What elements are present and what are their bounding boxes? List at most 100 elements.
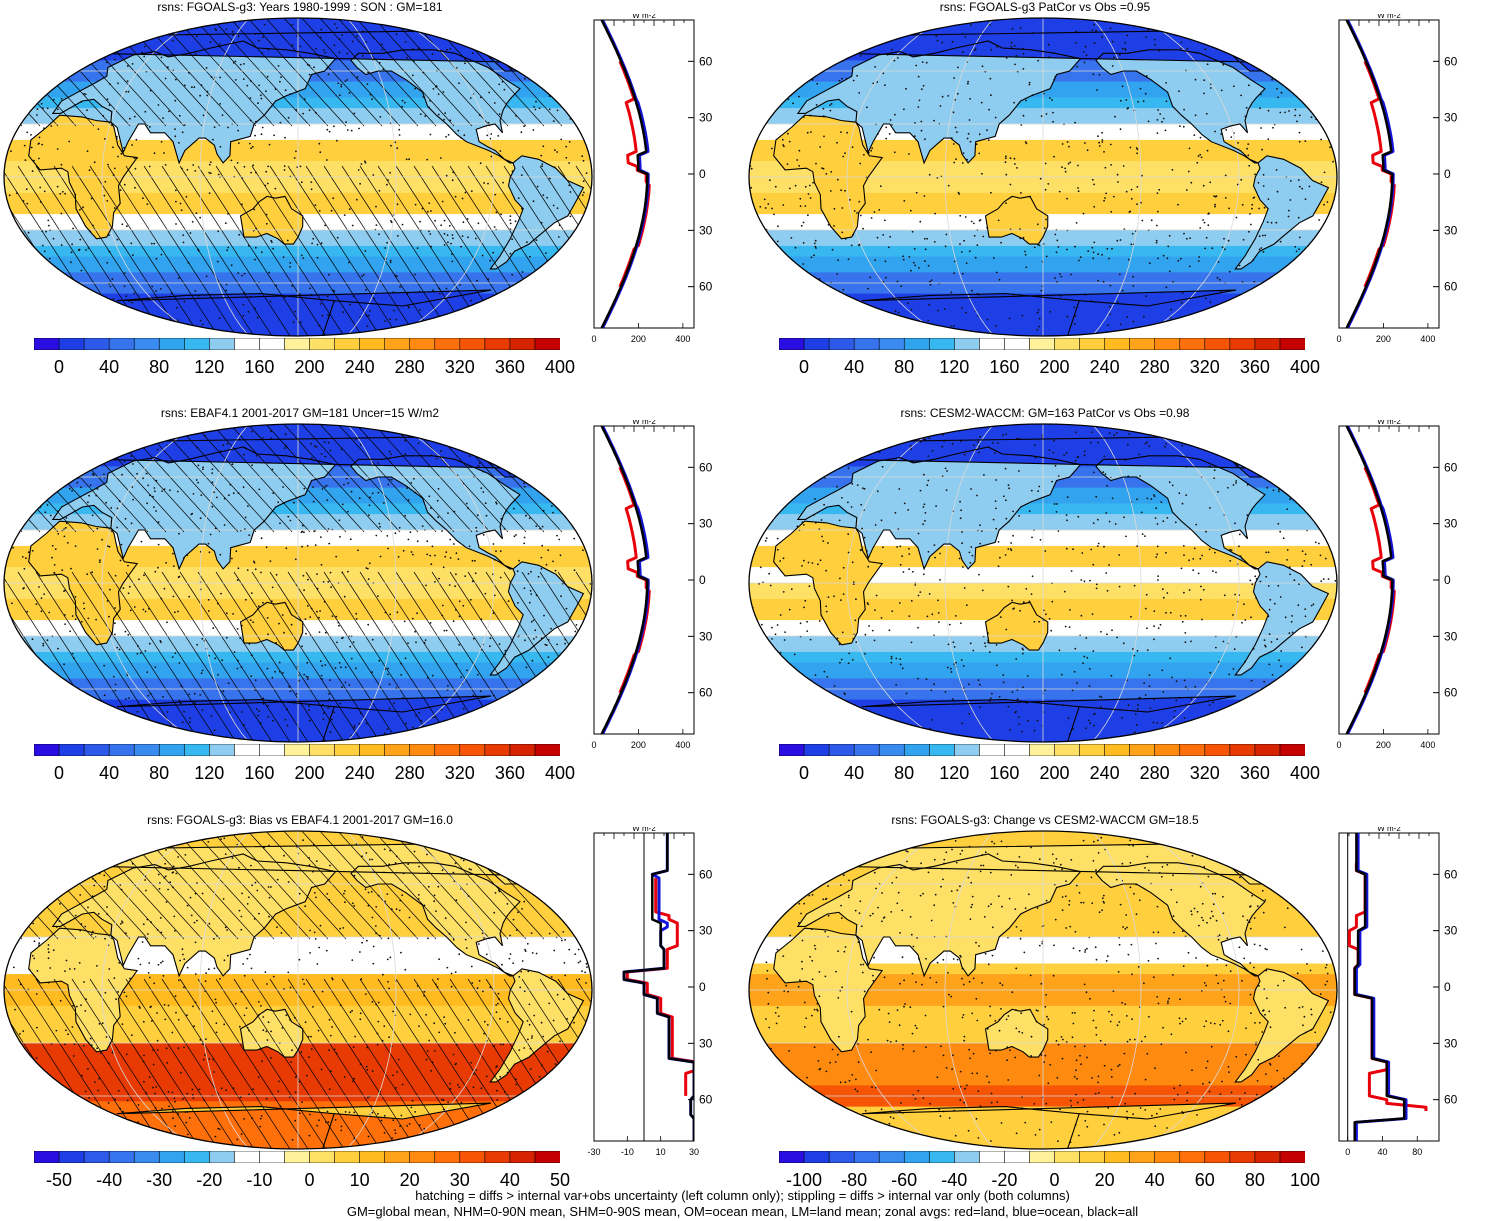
stipple-dot — [1293, 579, 1296, 582]
colorbar-swatch — [384, 338, 411, 350]
stipple-dot — [920, 88, 923, 91]
stipple-dot — [113, 58, 116, 61]
stipple-dot — [219, 145, 222, 148]
stipple-dot — [1111, 40, 1114, 43]
stipple-dot — [1251, 207, 1253, 210]
stipple-dot — [307, 1035, 310, 1038]
stipple-dot — [1022, 601, 1025, 604]
stipple-dot — [39, 62, 42, 65]
stipple-dot — [1167, 245, 1170, 248]
stipple-dot — [458, 615, 461, 618]
stipple-dot — [157, 566, 159, 569]
stipple-dot — [564, 642, 566, 645]
stipple-dot — [136, 328, 138, 330]
stipple-dot — [970, 220, 973, 223]
stipple-dot — [504, 649, 507, 652]
stipple-dot — [395, 318, 398, 321]
stipple-dot — [792, 102, 794, 105]
stipple-dot — [777, 80, 780, 82]
stipple-dot — [1311, 510, 1314, 513]
stipple-dot — [159, 288, 162, 290]
stipple-dot — [942, 433, 944, 436]
stipple-dot — [499, 150, 502, 152]
stipple-dot — [1010, 549, 1013, 552]
stipple-dot — [346, 510, 349, 513]
stipple-dot — [5, 278, 7, 281]
stipple-dot — [1, 678, 3, 680]
stipple-dot — [771, 626, 773, 629]
stipple-dot — [782, 591, 785, 593]
stipple-dot — [182, 241, 185, 244]
stipple-dot — [566, 886, 569, 888]
stipple-dot — [344, 80, 347, 83]
stipple-dot — [70, 309, 73, 312]
stipple-dot — [779, 651, 782, 654]
stipple-dot — [72, 1055, 75, 1057]
stipple-dot — [227, 682, 230, 685]
stipple-dot — [1153, 38, 1156, 41]
stipple-dot — [1098, 695, 1101, 698]
coastline-northamerica — [350, 455, 521, 570]
stipple-dot — [541, 163, 544, 166]
stipple-dot — [820, 49, 822, 52]
stipple-dot — [1066, 197, 1068, 200]
stipple-dot — [979, 435, 981, 438]
stipple-dot — [303, 487, 306, 490]
latitude-tick-label: 60N — [699, 54, 712, 68]
stipple-dot — [25, 188, 28, 191]
stipple-dot — [83, 92, 85, 95]
stipple-dot — [841, 231, 844, 234]
stipple-dot — [265, 170, 268, 173]
zonal-average-profile: W m-260N30N030S60S0200400 — [1336, 420, 1457, 750]
stipple-dot — [388, 450, 391, 453]
stipple-dot — [153, 242, 156, 245]
colorbar-swatch — [928, 338, 955, 350]
stipple-dot — [98, 52, 101, 55]
stipple-dot — [341, 686, 343, 688]
stipple-dot — [214, 657, 217, 660]
stipple-dot — [344, 1111, 347, 1113]
stipple-dot — [1267, 198, 1270, 201]
stipple-dot — [1144, 442, 1147, 445]
stipple-dot — [1000, 241, 1002, 244]
stipple-dot — [1021, 647, 1024, 650]
stipple-dot — [935, 35, 938, 37]
stipple-dot — [752, 328, 755, 330]
stipple-dot — [1323, 271, 1326, 273]
stipple-dot — [57, 533, 60, 535]
stipple-dot — [250, 592, 253, 594]
stipple-dot — [222, 444, 225, 447]
stipple-dot — [850, 716, 853, 719]
stipple-dot — [1224, 174, 1227, 177]
stipple-dot — [1100, 696, 1103, 698]
stipple-dot — [1090, 441, 1092, 444]
stipple-dot — [478, 980, 481, 982]
stipple-dot — [782, 475, 785, 477]
stipple-dot — [71, 652, 74, 655]
stipple-dot — [1066, 141, 1069, 143]
stipple-dot — [7, 212, 10, 215]
stipple-dot — [368, 504, 371, 507]
land-fill-eurasia — [52, 41, 336, 163]
stipple-dot — [121, 223, 124, 226]
stipple-dot — [880, 36, 882, 39]
stipple-dot — [1179, 125, 1181, 127]
stipple-dot — [330, 209, 333, 212]
stipple-dot — [1045, 255, 1048, 258]
stipple-dot — [0, 964, 2, 966]
stipple-dot — [930, 689, 933, 692]
stipple-dot — [264, 971, 267, 973]
stipple-dot — [389, 318, 391, 321]
stipple-dot — [440, 450, 442, 453]
stipple-dot — [108, 615, 110, 618]
stipple-dot — [941, 445, 944, 448]
stipple-dot — [208, 1058, 211, 1060]
stipple-dot — [546, 1050, 549, 1053]
stipple-dot — [321, 488, 324, 490]
stipple-dot — [15, 480, 18, 483]
stipple-dot — [546, 859, 549, 862]
stipple-dot — [996, 664, 998, 667]
stipple-dot — [389, 259, 392, 262]
map-border — [3, 423, 593, 743]
stipple-dot — [959, 500, 961, 503]
